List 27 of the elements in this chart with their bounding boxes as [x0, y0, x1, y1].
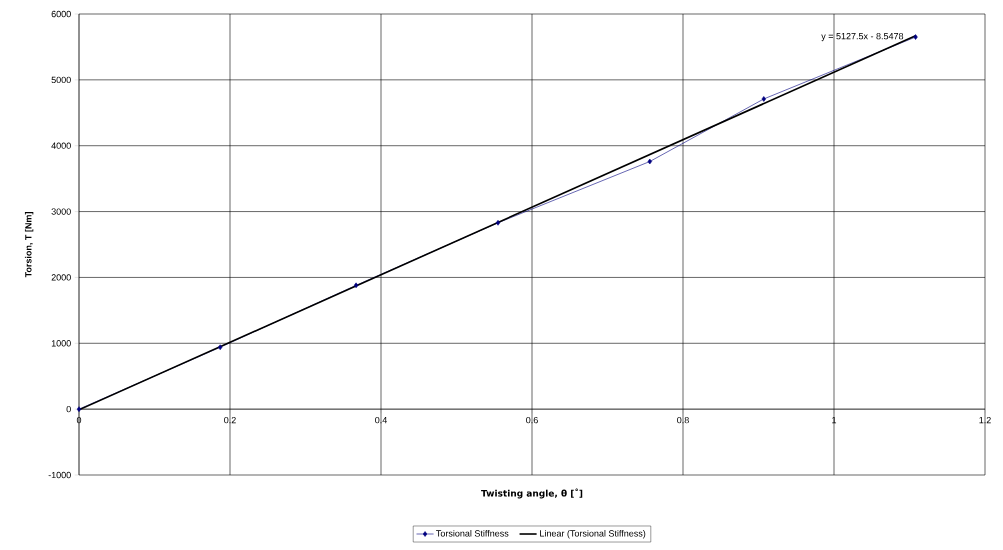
x-tick-label: 0.2: [224, 416, 236, 424]
y-tick-label: 2000: [51, 274, 71, 281]
y-tick-label: 1000: [51, 340, 71, 347]
y-tick-label: -1000: [48, 471, 71, 479]
point: [495, 219, 501, 226]
point: [647, 158, 652, 165]
point: [353, 282, 359, 289]
x-tick-label: 0.6: [526, 416, 538, 424]
point: [761, 96, 766, 102]
legend-label: Torsional Stiffness: [436, 530, 509, 537]
x-tick-label: 0: [76, 416, 82, 424]
point: [218, 344, 223, 351]
y-axis-title: Torsion, T [Nm]: [24, 212, 34, 278]
x-tick-label: 1: [832, 416, 837, 424]
y-tick-label: 3000: [51, 208, 71, 215]
y-tick-label: 0: [66, 405, 71, 413]
x-tick-label: 0.8: [677, 416, 689, 424]
legend-label: Linear (Torsional Stiffness): [540, 530, 646, 539]
point: [76, 406, 82, 412]
x-tick-label: 1.2: [979, 416, 991, 424]
y-tick-label: 6000: [51, 10, 71, 18]
x-tick-label: 0.4: [375, 416, 387, 424]
y-tick-label: 4000: [51, 142, 71, 149]
y-tick-label: 5000: [51, 76, 71, 84]
annotation: y = 5127.5x - 8.5478: [821, 32, 904, 42]
point: [913, 34, 918, 40]
x-axis-title: Twisting angle, θ [˚]: [481, 488, 583, 499]
